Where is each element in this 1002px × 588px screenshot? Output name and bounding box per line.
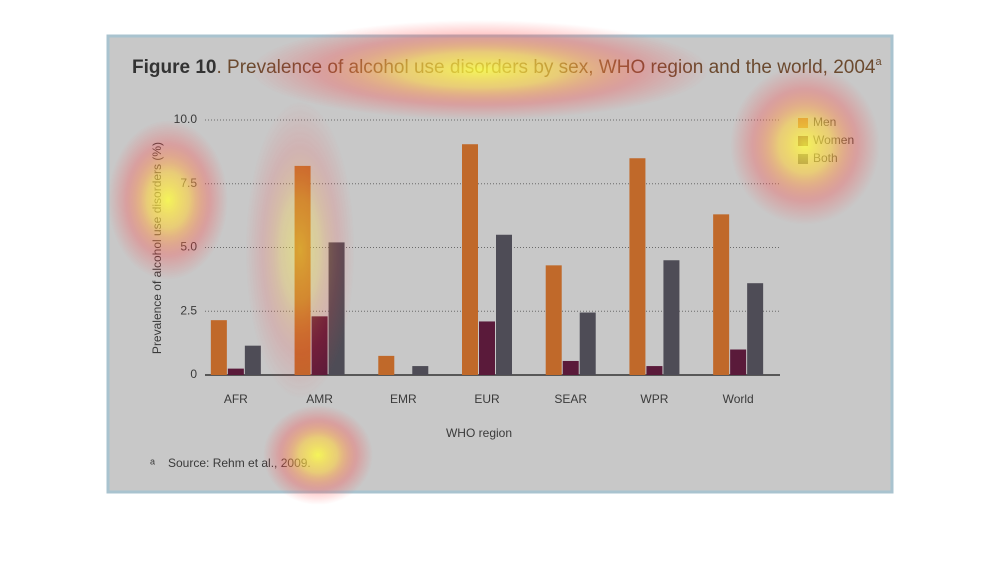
x-tick-label: World	[723, 392, 754, 406]
heat-spot	[250, 20, 710, 120]
y-tick-label: 2.5	[180, 303, 197, 317]
x-axis-label: WHO region	[446, 426, 512, 440]
bar	[562, 360, 579, 375]
heat-spot	[108, 120, 228, 280]
x-tick-label: EMR	[390, 392, 417, 406]
x-tick-label: EUR	[474, 392, 500, 406]
title-superscript: a	[876, 56, 883, 68]
bar	[579, 312, 596, 375]
bar	[462, 144, 478, 375]
x-tick-label: AFR	[224, 392, 248, 406]
bar	[496, 234, 512, 375]
bar	[545, 265, 562, 375]
bar	[244, 345, 261, 375]
x-tick-label: SEAR	[554, 392, 587, 406]
heat-spot	[245, 100, 355, 400]
heat-spot	[730, 65, 880, 225]
footnote-marker: a	[150, 456, 155, 466]
bar	[378, 355, 395, 375]
bar	[663, 260, 680, 375]
bar	[629, 158, 646, 375]
x-tick-label: WPR	[640, 392, 668, 406]
heat-spot	[263, 405, 373, 505]
bar	[412, 366, 429, 375]
bar	[646, 366, 663, 375]
bar	[227, 368, 244, 375]
bar	[210, 320, 227, 375]
y-tick-label: 0	[190, 367, 197, 381]
title-label: Figure 10	[132, 57, 216, 78]
bar	[479, 321, 495, 375]
bar	[713, 214, 730, 375]
heatmap-overlay	[108, 20, 880, 505]
bar	[747, 283, 764, 375]
bar	[730, 349, 747, 375]
